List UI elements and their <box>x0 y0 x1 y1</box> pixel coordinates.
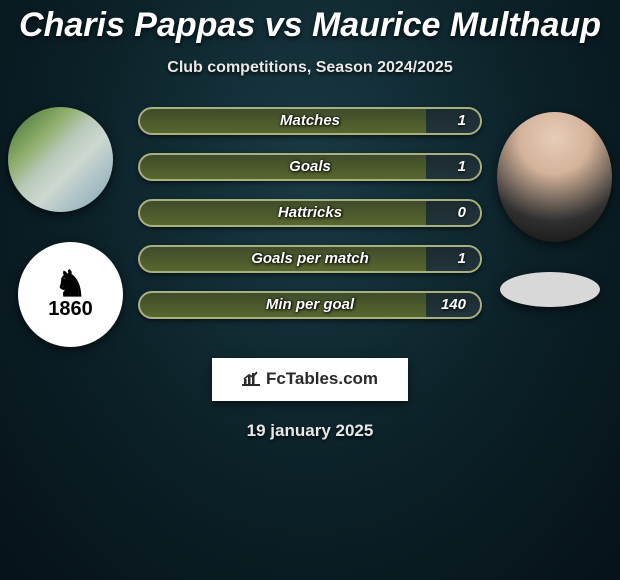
branding-badge: FcTables.com <box>212 358 408 401</box>
stat-value-right: 1 <box>458 109 466 133</box>
stat-value-right: 140 <box>441 293 466 317</box>
stat-bars: Matches1Goals1Hattricks0Goals per match1… <box>138 107 482 337</box>
player-avatar-left <box>8 107 113 212</box>
stat-value-right: 0 <box>458 201 466 225</box>
stat-bar: Min per goal140 <box>138 291 482 319</box>
club-badge-left: ♞ 1860 <box>18 242 123 347</box>
date-text: 19 january 2025 <box>0 421 620 441</box>
lion-icon: ♞ <box>48 270 93 299</box>
stat-label: Goals <box>140 155 480 179</box>
stat-label: Matches <box>140 109 480 133</box>
club-year: 1860 <box>48 299 93 319</box>
stat-bar: Goals1 <box>138 153 482 181</box>
comparison-panel: ♞ 1860 Matches1Goals1Hattricks0Goals per… <box>0 107 620 367</box>
stat-bar: Matches1 <box>138 107 482 135</box>
player-avatar-right <box>497 112 612 242</box>
chart-icon <box>242 370 260 391</box>
stat-bar: Goals per match1 <box>138 245 482 273</box>
stat-value-right: 1 <box>458 247 466 271</box>
stat-label: Hattricks <box>140 201 480 225</box>
page-title: Charis Pappas vs Maurice Multhaup <box>0 0 620 45</box>
stat-value-right: 1 <box>458 155 466 179</box>
branding-text: FcTables.com <box>266 369 378 388</box>
stat-label: Goals per match <box>140 247 480 271</box>
stat-bar: Hattricks0 <box>138 199 482 227</box>
stat-label: Min per goal <box>140 293 480 317</box>
subtitle: Club competitions, Season 2024/2025 <box>0 59 620 77</box>
club-badge-right <box>500 272 600 307</box>
footer: FcTables.com 19 january 2025 <box>0 358 620 441</box>
